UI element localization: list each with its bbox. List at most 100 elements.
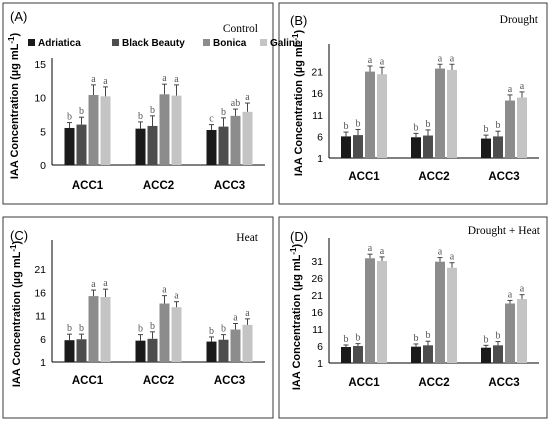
bar <box>423 345 433 363</box>
chart-panel-4: (D) Drought + Heat IAA Concentration (µg m… <box>289 225 541 390</box>
bar <box>159 303 170 362</box>
significance-letter: a <box>245 92 250 103</box>
bar <box>423 135 433 158</box>
significance-letter: a <box>368 243 373 254</box>
significance-letter: b <box>414 122 419 133</box>
significance-letter: a <box>368 55 373 66</box>
bar <box>365 71 375 158</box>
significance-letter: a <box>174 74 179 85</box>
significance-letter: a <box>380 56 385 67</box>
bar <box>218 339 229 362</box>
legend-label: Bonica <box>213 38 247 49</box>
bar <box>100 297 111 362</box>
bar <box>353 135 363 158</box>
significance-letter: a <box>438 247 443 258</box>
y-tick-label: 11 <box>312 110 323 122</box>
bar <box>377 261 387 363</box>
significance-letter: a <box>450 252 455 263</box>
significance-letter: b <box>484 334 489 345</box>
y-tick-label: 21 <box>311 290 323 302</box>
panel-title: Heat <box>236 232 259 244</box>
x-tick-label: ACC3 <box>488 377 519 389</box>
y-tick-label: 6 <box>40 334 46 346</box>
significance-letter: b <box>356 118 361 129</box>
significance-letter: b <box>67 323 72 334</box>
bar <box>206 129 217 165</box>
x-tick-label: ACC2 <box>418 171 449 183</box>
significance-letter: a <box>91 279 96 290</box>
y-tick-label: 16 <box>311 88 323 100</box>
chart-panel-1: (A) Control IAA Concentration (µg mL-1) 0 5 1… <box>7 9 265 192</box>
bar <box>88 296 99 362</box>
significance-letter: a <box>438 53 443 64</box>
legend-swatch <box>28 39 35 46</box>
y-axis-title: IAA Concentration (µg mL-1) <box>9 241 24 388</box>
y-axis-title-close: ) <box>291 244 303 248</box>
significance-letter: c <box>209 114 214 125</box>
y-axis-title-superscript: -1 <box>289 247 298 255</box>
bar <box>481 138 491 158</box>
significance-letter: b <box>150 105 155 116</box>
bar <box>435 68 445 158</box>
significance-letter: a <box>103 278 108 289</box>
y-tick-label: 0 <box>40 160 46 172</box>
y-tick-label: 31 <box>311 256 323 268</box>
significance-letter: a <box>380 246 385 257</box>
y-axis-title: IAA Concentration (µg mL-1) <box>7 33 22 180</box>
panel-title: Drought + Heat <box>468 225 541 237</box>
y-tick-label: 6 <box>317 131 323 143</box>
bar <box>517 299 527 363</box>
panel-frame <box>278 216 548 419</box>
bar <box>447 267 457 363</box>
bar <box>411 346 421 363</box>
panel-label: (C) <box>10 228 28 243</box>
bar <box>242 111 253 165</box>
significance-letter: b <box>138 324 143 335</box>
bar <box>411 137 421 158</box>
bar <box>64 127 75 165</box>
y-axis-title-close: ) <box>11 241 23 245</box>
panel-title: Drought <box>500 14 539 26</box>
panel-label: (A) <box>10 9 27 24</box>
y-tick-label: 5 <box>40 126 46 138</box>
y-tick-label: 15 <box>34 59 46 71</box>
bar <box>64 340 75 362</box>
bar <box>135 128 146 165</box>
significance-letter: b <box>209 326 214 337</box>
y-tick-label: 21 <box>311 67 323 79</box>
y-tick-label: 16 <box>311 307 323 319</box>
significance-letter: a <box>103 76 108 87</box>
significance-letter: b <box>79 106 84 117</box>
y-axis-title-close: ) <box>293 30 305 34</box>
significance-letter: a <box>233 312 238 323</box>
x-tick-label: ACC1 <box>348 377 380 389</box>
bar <box>230 329 241 362</box>
y-tick-label: 11 <box>312 324 323 336</box>
panel-label: (D) <box>290 229 308 244</box>
bar <box>76 339 87 362</box>
significance-letter: b <box>138 111 143 122</box>
significance-letter: b <box>496 120 501 131</box>
y-axis-title-text: IAA Concentration (µg mL <box>293 40 305 176</box>
y-tick-label: 21 <box>34 264 46 276</box>
y-axis-title-close: ) <box>9 33 21 37</box>
significance-letter: a <box>508 289 513 300</box>
bar <box>377 74 387 158</box>
y-tick-label: 26 <box>311 273 323 285</box>
y-tick-label: 1 <box>317 153 323 165</box>
legend: Adriatica Black Beauty Bonica Galine <box>28 38 301 49</box>
bar <box>171 95 182 165</box>
bar <box>242 324 253 362</box>
bar <box>88 94 99 165</box>
significance-letter: b <box>344 334 349 345</box>
significance-letter: b <box>221 324 226 335</box>
significance-letter: b <box>356 333 361 344</box>
legend-label: Black Beauty <box>122 38 185 49</box>
x-tick-label: ACC2 <box>143 180 174 192</box>
y-tick-label: 11 <box>35 311 46 323</box>
bar <box>493 345 503 363</box>
legend-swatch <box>203 39 210 46</box>
bar <box>353 346 363 363</box>
